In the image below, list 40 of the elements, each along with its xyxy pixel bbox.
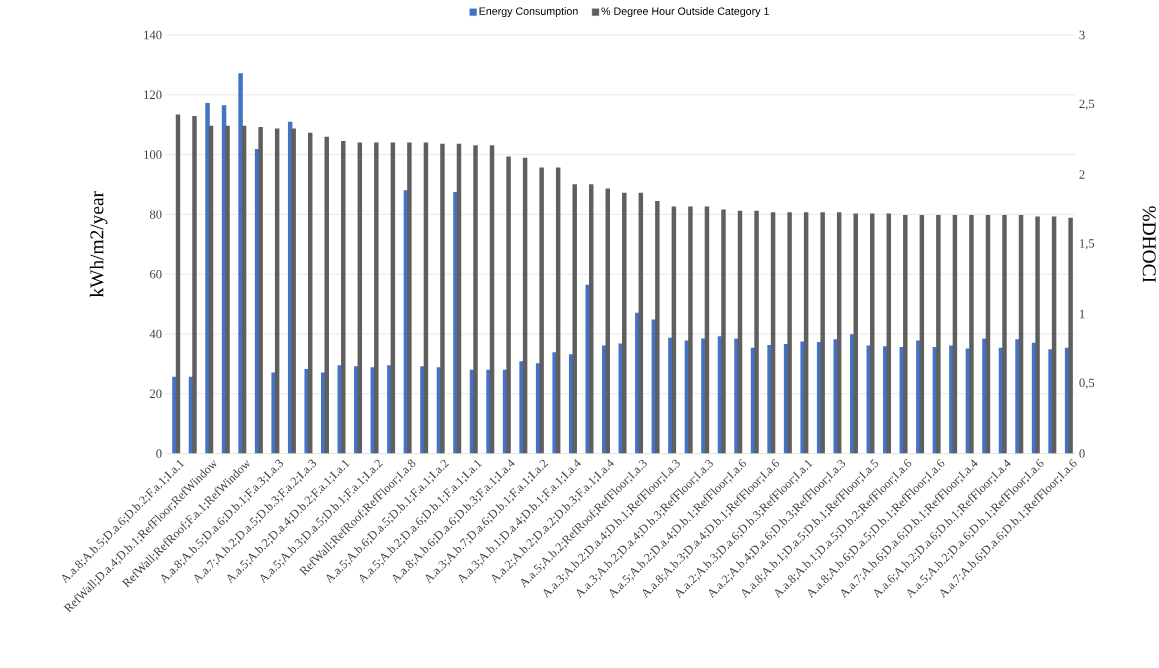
bar: [374, 142, 379, 454]
bar: [853, 213, 858, 454]
legend-label: Energy Consumption: [479, 7, 578, 18]
bar: [341, 141, 346, 454]
bar: [572, 184, 577, 454]
bar: [473, 145, 478, 454]
y2-tick-label: 0,5: [1079, 378, 1095, 390]
bar: [688, 206, 693, 454]
bar: [192, 116, 197, 454]
bar: [903, 215, 908, 454]
bar: [1068, 217, 1073, 454]
bar: [936, 215, 941, 454]
bar: [721, 209, 726, 454]
y2-tick-label: 2,5: [1079, 99, 1095, 111]
y2-axis-title: %DHOCI: [1142, 206, 1156, 283]
y2-tick-label: 3: [1079, 30, 1085, 40]
bar: [440, 144, 445, 454]
y-tick-label: 80: [149, 210, 162, 219]
legend-label: % Degree Hour Outside Category 1: [601, 7, 769, 18]
bar: [969, 215, 974, 454]
y-axis-title: kWh/m2/year: [89, 191, 108, 298]
y2-tick-label: 0: [1079, 449, 1085, 458]
bar: [622, 192, 627, 454]
bar: [820, 212, 825, 454]
bar: [754, 210, 759, 454]
bar: [539, 167, 544, 454]
y2-tick-label: 2: [1079, 170, 1085, 179]
bar: [1035, 216, 1040, 454]
y-tick-label: 20: [149, 389, 162, 399]
y-tick-label: 40: [149, 329, 162, 339]
y-tick-label: 100: [144, 150, 162, 160]
y-tick-label: 0: [156, 449, 162, 458]
bar: [787, 212, 792, 454]
bar: [1002, 215, 1007, 454]
y-tick-label: 120: [144, 90, 162, 100]
y2-tick-label: 1,5: [1080, 239, 1095, 250]
y-tick-label: 140: [144, 30, 162, 40]
y-tick-label: 60: [149, 270, 162, 279]
bar: [506, 156, 511, 454]
y2-tick-label: 1: [1080, 310, 1085, 319]
